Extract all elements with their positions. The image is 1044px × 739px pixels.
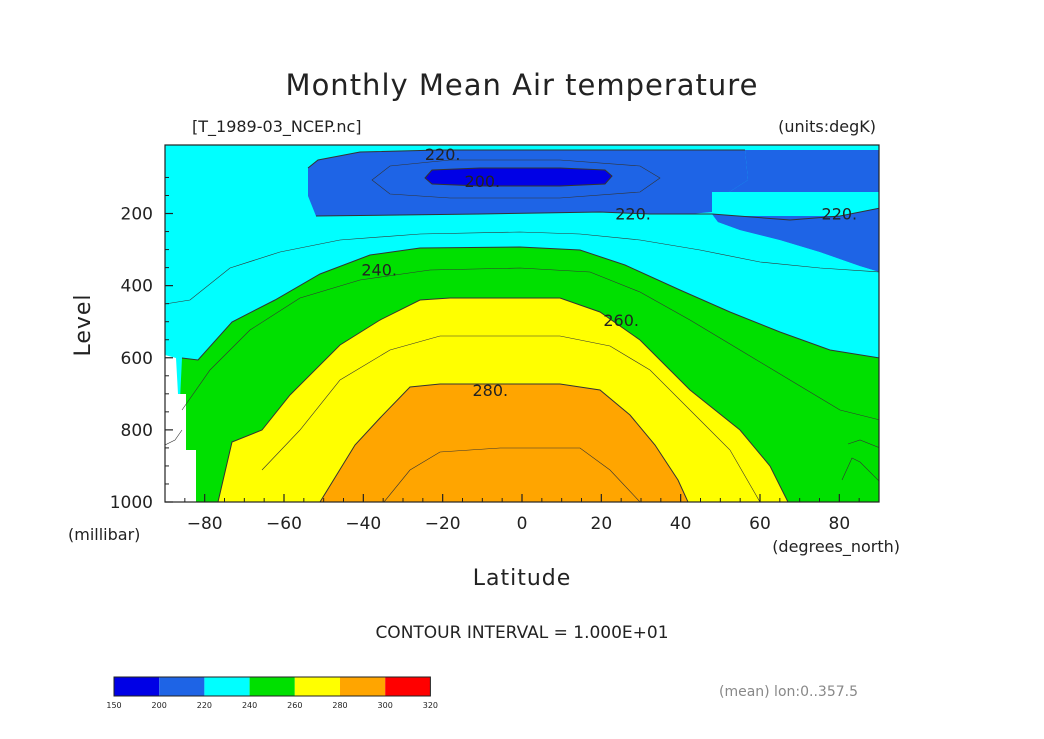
x-tick-label: −80 xyxy=(187,514,223,534)
units-label: (units:degK) xyxy=(778,117,876,136)
band-below-200 xyxy=(425,168,612,186)
colorbar-tick-label: 320 xyxy=(423,701,438,710)
colorbar-swatch xyxy=(249,677,295,696)
contour-label: 200. xyxy=(465,172,501,191)
colorbar-swatch xyxy=(340,677,386,696)
contour-line xyxy=(319,383,689,502)
x-tick-label: 40 xyxy=(670,514,692,534)
y-units-label: (millibar) xyxy=(68,525,140,544)
x-tick-label: 20 xyxy=(591,514,613,534)
colorbar-tick-label: 220 xyxy=(197,701,212,710)
contour-line xyxy=(307,149,745,169)
y-tick-label: 1000 xyxy=(110,493,153,513)
missing-data xyxy=(165,355,196,502)
x-units-label: (degrees_north) xyxy=(772,537,900,557)
contour-line xyxy=(383,447,641,502)
contour-line xyxy=(217,297,789,502)
x-tick-label: −20 xyxy=(425,514,461,534)
contour-labels: 200.220.220. 220.240.260.280. xyxy=(361,145,857,400)
band-200-220-north-lower xyxy=(712,208,879,272)
x-axis-title: Latitude xyxy=(473,566,572,591)
contour-line xyxy=(847,439,879,448)
contour-line xyxy=(165,231,879,305)
contour-lines xyxy=(165,149,879,502)
y-axis-title: Level xyxy=(71,293,96,356)
contour-line xyxy=(841,457,879,482)
y-tick-label: 800 xyxy=(121,421,153,441)
contour-label: 220. xyxy=(615,205,651,224)
contour-label: 280. xyxy=(472,381,508,400)
footer-note: (mean) lon:0..357.5 xyxy=(719,684,858,700)
contour-label: 220. xyxy=(425,145,461,164)
colorbar-swatch xyxy=(159,677,205,696)
dataset-label: [T_1989-03_NCEP.nc] xyxy=(192,117,362,137)
contour-line xyxy=(181,246,879,361)
y-tick-label: 600 xyxy=(121,349,153,369)
y-tick-label: 400 xyxy=(121,277,153,297)
contour-interval: CONTOUR INTERVAL = 1.000E+01 xyxy=(375,623,668,643)
contour-line xyxy=(315,207,879,221)
colorbar-swatch xyxy=(204,677,250,696)
contour-label: 240. xyxy=(361,260,397,279)
colorbar: 150 200 220 240 260 280 300 320 xyxy=(106,676,438,710)
contour-line xyxy=(261,335,761,502)
x-tick-label: −60 xyxy=(266,514,302,534)
band-280-300 xyxy=(320,384,688,502)
plot-area xyxy=(165,145,879,502)
colorbar-tick-label: 240 xyxy=(242,701,257,710)
contour-line xyxy=(424,167,613,187)
colorbar-swatch xyxy=(294,677,340,696)
colorbar-frame xyxy=(113,676,431,697)
x-tick-label: 60 xyxy=(749,514,771,534)
x-tick-label: 0 xyxy=(517,514,528,534)
colorbar-tick-label: 200 xyxy=(152,701,167,710)
colorbar-tick-label: 300 xyxy=(378,701,393,710)
contour-line xyxy=(165,429,183,446)
x-axis-ticks: −80 −60 −40 −20 0 20 40 60 80 xyxy=(164,494,880,534)
contour-label: 220. xyxy=(822,205,858,224)
colorbar-tick-label: 260 xyxy=(287,701,302,710)
chart-title: Monthly Mean Air temperature xyxy=(286,68,759,102)
band-220-240-north-gap xyxy=(712,192,879,216)
contour-label: 260. xyxy=(603,311,639,330)
colorbar-swatch xyxy=(385,677,431,696)
contour-line xyxy=(181,267,879,421)
y-axis-ticks: 200 400 600 800 1000 xyxy=(110,176,173,513)
x-tick-label: 80 xyxy=(829,514,851,534)
y-tick-label: 200 xyxy=(121,205,153,225)
x-tick-label: −40 xyxy=(345,514,381,534)
contour-line xyxy=(371,159,661,199)
colorbar-tick-label: 150 xyxy=(106,701,121,710)
colorbar-tick-label: 280 xyxy=(332,701,347,710)
colorbar-swatch xyxy=(114,677,160,696)
